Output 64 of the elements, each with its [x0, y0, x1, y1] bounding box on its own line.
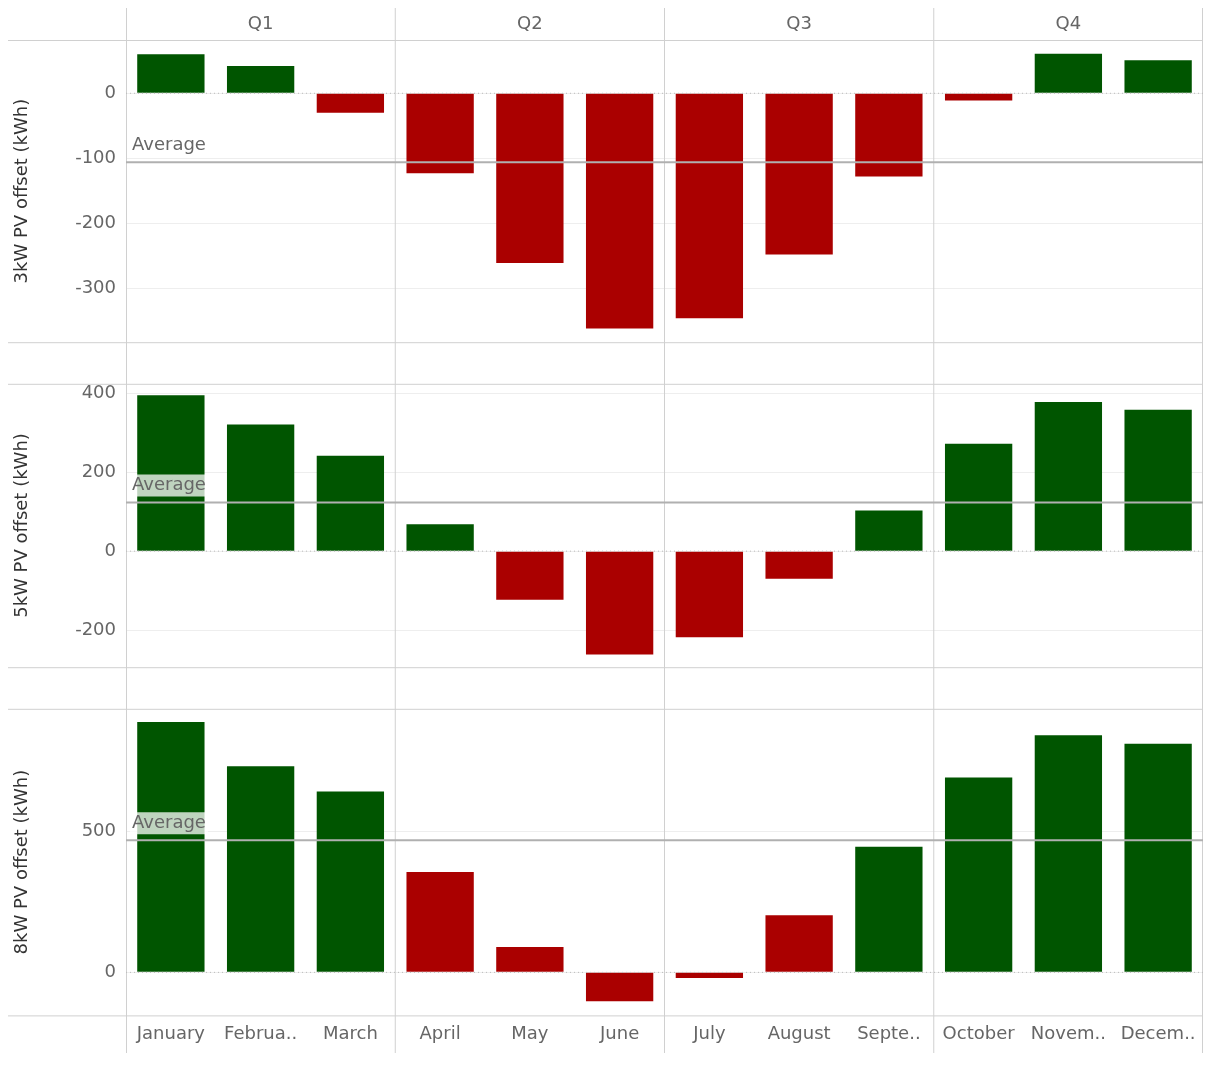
bar [765, 915, 833, 972]
bar [406, 871, 474, 972]
bar [1124, 60, 1192, 93]
x-tick-label: Februa.. [224, 1021, 298, 1043]
bar [226, 424, 295, 551]
bar [855, 510, 923, 551]
bar [675, 551, 744, 638]
ref-line-label: Average [132, 132, 206, 154]
x-tick-label: August [767, 1021, 831, 1043]
y-tick-label: -100 [75, 145, 116, 167]
bar [765, 551, 833, 579]
y-tick-label: 500 [81, 819, 116, 841]
bar [316, 93, 385, 113]
bar [585, 93, 654, 329]
bar [585, 972, 654, 1002]
bar [855, 93, 923, 177]
bar [675, 93, 744, 319]
y-tick-label: 400 [81, 380, 116, 402]
y-axis-title: 5kW PV offset (kWh) [10, 433, 32, 618]
bar [406, 93, 474, 174]
y-tick-label: 200 [81, 459, 116, 481]
bar [406, 524, 474, 551]
bar [675, 972, 744, 978]
x-tick-label: June [599, 1021, 640, 1043]
bar [1124, 743, 1192, 972]
text: Q1 [247, 11, 274, 33]
x-tick-label: January [135, 1021, 206, 1043]
bar [944, 93, 1013, 101]
y-axis-title: 8kW PV offset (kWh) [10, 769, 32, 955]
bar [316, 791, 385, 972]
text: Q4 [1055, 11, 1082, 33]
bar [585, 551, 654, 655]
x-tick-label: April [419, 1021, 461, 1043]
text: Q2 [517, 11, 543, 33]
bar [1034, 401, 1103, 551]
bar [316, 455, 385, 551]
x-tick-label: May [511, 1021, 549, 1043]
bar [226, 66, 295, 93]
y-tick-label: 0 [104, 960, 116, 982]
y-tick-label: -300 [75, 275, 116, 297]
bar [1034, 53, 1103, 93]
x-tick-label: October [942, 1021, 1016, 1043]
bar [1124, 409, 1192, 551]
x-tick-label: Decem.. [1120, 1021, 1196, 1043]
bar [855, 846, 923, 972]
y-axis-title: 3kW PV offset (kWh) [10, 98, 32, 284]
x-tick-label: July [692, 1021, 726, 1043]
bar [496, 93, 564, 263]
y-tick-label: -200 [75, 210, 116, 232]
bar [944, 443, 1013, 551]
x-tick-label: Novem.. [1030, 1021, 1106, 1043]
y-tick-label: 0 [104, 538, 116, 560]
bar [765, 93, 833, 255]
bar [137, 54, 205, 93]
bar [944, 777, 1013, 972]
y-tick-label: 0 [104, 80, 116, 102]
text: Q3 [786, 11, 812, 33]
bar [496, 551, 564, 600]
bar [1034, 735, 1103, 972]
x-tick-label: Septe.. [857, 1021, 921, 1043]
x-tick-label: March [322, 1021, 378, 1043]
bar [226, 766, 295, 972]
y-tick-label: -200 [75, 617, 116, 639]
bar [496, 947, 564, 972]
